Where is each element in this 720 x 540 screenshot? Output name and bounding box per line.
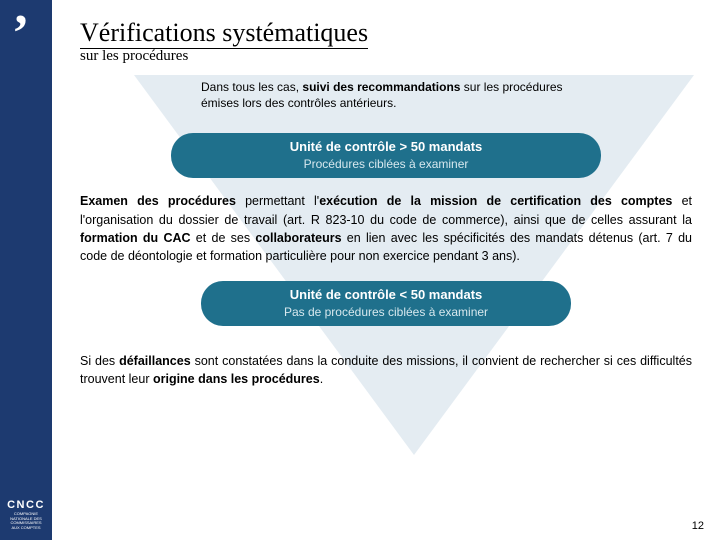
brand-logo-subtext: COMPAGNIE NATIONALE DES COMMISSAIRES AUX… xyxy=(6,512,46,530)
footer-b2: origine dans les procédures xyxy=(153,372,320,386)
footer-b1: défaillances xyxy=(119,354,191,368)
brand-mark: ’ xyxy=(12,8,29,60)
pill-under-50-title: Unité de contrôle < 50 mandats xyxy=(201,287,571,302)
body-b1: Examen des procédures xyxy=(80,194,236,208)
body-paragraph: Examen des procédures permettant l'exécu… xyxy=(80,192,692,265)
pill-over-50: Unité de contrôle > 50 mandats Procédure… xyxy=(171,133,601,178)
intro-prefix: Dans tous les cas, xyxy=(201,80,302,94)
page-number: 12 xyxy=(692,520,704,532)
intro-bold: suivi des recommandations xyxy=(302,80,460,94)
body-t3: et de ses xyxy=(191,231,256,245)
body-b2: exécution de la mission de certification… xyxy=(319,194,672,208)
intro-paragraph: Dans tous les cas, suivi des recommandat… xyxy=(201,79,571,111)
pill-under-50-sub: Pas de procédures ciblées à examiner xyxy=(201,305,571,319)
slide-subtitle: sur les procédures xyxy=(80,48,692,65)
footer-t1: Si des xyxy=(80,354,119,368)
brand-logo-text: CNCC xyxy=(7,499,45,511)
pill-over-50-sub: Procédures ciblées à examiner xyxy=(171,157,601,171)
body-b4: collaborateurs xyxy=(255,231,341,245)
triangle-background xyxy=(134,75,694,455)
slide-title: Vérifications systématiques xyxy=(80,18,368,49)
body-t1: permettant l' xyxy=(236,194,319,208)
slide-content: Vérifications systématiques sur les proc… xyxy=(52,0,720,540)
footer-paragraph: Si des défaillances sont constatées dans… xyxy=(80,352,692,388)
pill-over-50-title: Unité de contrôle > 50 mandats xyxy=(171,139,601,154)
body-b3: formation du CAC xyxy=(80,231,191,245)
pill-under-50: Unité de contrôle < 50 mandats Pas de pr… xyxy=(201,281,571,326)
left-rail: ’ CNCC COMPAGNIE NATIONALE DES COMMISSAI… xyxy=(0,0,52,540)
brand-logo: CNCC COMPAGNIE NATIONALE DES COMMISSAIRE… xyxy=(6,499,46,530)
footer-t3: . xyxy=(320,372,323,386)
